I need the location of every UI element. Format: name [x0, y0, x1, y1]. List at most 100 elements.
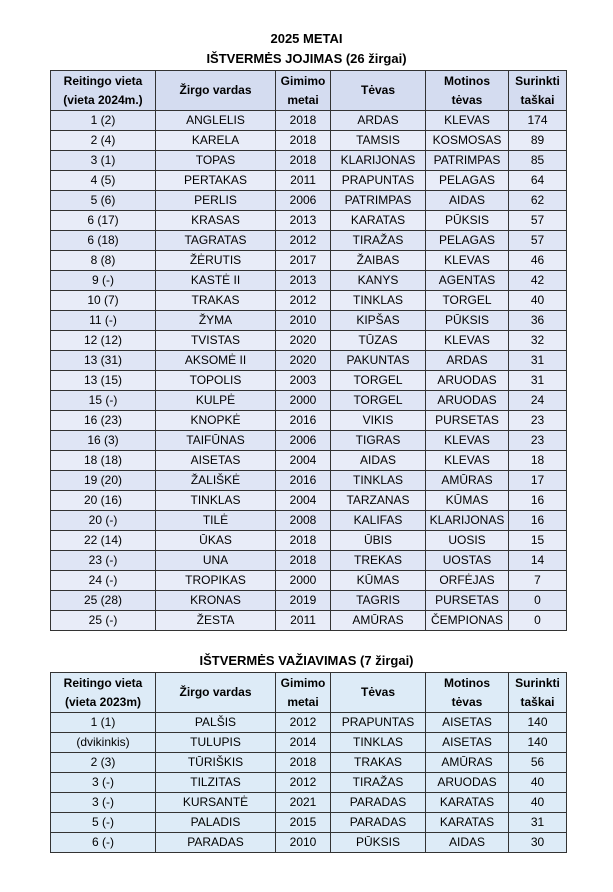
- table-cell: 31: [508, 350, 567, 371]
- table-cell: 4 (5): [50, 170, 156, 191]
- table-cell: TRAKAS: [155, 290, 276, 311]
- table-cell: 2012: [275, 712, 331, 733]
- table-cell: 2016: [275, 410, 331, 431]
- table-cell: 2011: [275, 170, 331, 191]
- table-cell: 2006: [275, 430, 331, 451]
- table-cell: 15 (-): [50, 390, 156, 411]
- table-cell: 2 (3): [50, 752, 156, 773]
- header-line: Motinos: [444, 73, 490, 88]
- table-cell: 6 (-): [50, 832, 156, 853]
- table-cell: KASTĖ II: [155, 270, 276, 291]
- table-cell: 31: [508, 370, 567, 391]
- table-cell: 9 (-): [50, 270, 156, 291]
- table-cell: 2018: [275, 110, 331, 131]
- column-header: Surinkti taškai: [508, 70, 567, 111]
- table-cell: ČEMPIONAS: [425, 610, 509, 631]
- table-cell: TIRAŽAS: [330, 772, 426, 793]
- table-cell: TAIFŪNAS: [155, 430, 276, 451]
- table-cell: 2000: [275, 390, 331, 411]
- table-row: 19 (20) ŽALIŠKĖ 2016 TINKLAS AMŪRAS 17: [50, 470, 567, 491]
- table-cell: PALADIS: [155, 812, 276, 833]
- table-row: 1 (2) ANGLELIS 2018 ARDAS KLEVAS 174: [50, 110, 567, 131]
- table-cell: 64: [508, 170, 567, 191]
- table-cell: ORFĖJAS: [425, 570, 509, 591]
- table-row: (dvikinkis) TULUPIS 2014 TINKLAS AISETAS 140: [50, 732, 567, 753]
- table-row: 13 (31) AKSOMĖ II 2020 PAKUNTAS ARDAS 31: [50, 350, 567, 371]
- table-cell: 18: [508, 450, 567, 471]
- table-cell: 14: [508, 550, 567, 571]
- table-cell: 32: [508, 330, 567, 351]
- table-cell: 18 (18): [50, 450, 156, 471]
- table-cell: 2016: [275, 470, 331, 491]
- table-cell: PALŠIS: [155, 712, 276, 733]
- table-cell: 3 (-): [50, 772, 156, 793]
- page-title: 2025 METAI: [270, 31, 343, 46]
- table-row: 3 (-) KURSANTĖ 2021 PARADAS KARATAS 40: [50, 792, 567, 813]
- table-cell: 7: [508, 570, 567, 591]
- table-cell: KIPŠAS: [330, 310, 426, 331]
- table-cell: TAGRIS: [330, 590, 426, 611]
- table-cell: 40: [508, 792, 567, 813]
- table-cell: KŪMAS: [330, 570, 426, 591]
- table-cell: 2008: [275, 510, 331, 531]
- header-line: Gimimo: [280, 73, 326, 88]
- table-cell: PŪKSIS: [330, 832, 426, 853]
- table-cell: TARZANAS: [330, 490, 426, 511]
- table-row: 6 (18) TAGRATAS 2012 TIRAŽAS PELAGAS 57: [50, 230, 567, 251]
- table-cell: 89: [508, 130, 567, 151]
- table-cell: TREKAS: [330, 550, 426, 571]
- column-header: Gimimo metai: [275, 70, 331, 111]
- table-row: 2 (4) KARELA 2018 TAMSIS KOSMOSAS 89: [50, 130, 567, 151]
- table-cell: AISETAS: [425, 712, 509, 733]
- table-cell: 140: [508, 732, 567, 753]
- table-cell: UOSTAS: [425, 550, 509, 571]
- column-header: Surinkti taškai: [508, 672, 567, 713]
- table-cell: 2021: [275, 792, 331, 813]
- table-cell: 2019: [275, 590, 331, 611]
- table-cell: TOPAS: [155, 150, 276, 171]
- table-cell: 2018: [275, 752, 331, 773]
- table-cell: KOSMOSAS: [425, 130, 509, 151]
- column-header: Motinos tėvas: [425, 672, 509, 713]
- table-cell: TROPIKAS: [155, 570, 276, 591]
- table-cell: 140: [508, 712, 567, 733]
- table-cell: 2018: [275, 530, 331, 551]
- table-cell: PERTAKAS: [155, 170, 276, 191]
- table-cell: 1 (2): [50, 110, 156, 131]
- table-cell: TINKLAS: [155, 490, 276, 511]
- table-cell: PURSETAS: [425, 590, 509, 611]
- table-cell: 62: [508, 190, 567, 211]
- table-cell: 2010: [275, 832, 331, 853]
- table-cell: KŪMAS: [425, 490, 509, 511]
- table-cell: 11 (-): [50, 310, 156, 331]
- header-line: tėvas: [451, 92, 483, 107]
- header-line: metai: [287, 694, 319, 709]
- header-line: Tėvas: [360, 685, 396, 699]
- table-cell: 25 (-): [50, 610, 156, 631]
- table-row: 4 (5) PERTAKAS 2011 PRAPUNTAS PELAGAS 64: [50, 170, 567, 191]
- table-cell: 2004: [275, 450, 331, 471]
- table-cell: TŪRIŠKIS: [155, 752, 276, 773]
- table-cell: TAGRATAS: [155, 230, 276, 251]
- table-cell: AIDAS: [330, 450, 426, 471]
- table-row: 12 (12) TVISTAS 2020 TŪZAS KLEVAS 32: [50, 330, 567, 351]
- table-row: 1 (1) PALŠIS 2012 PRAPUNTAS AISETAS 140: [50, 712, 567, 733]
- table-cell: AIDAS: [425, 832, 509, 853]
- header-line: (vieta 2023m): [64, 694, 142, 709]
- table-cell: 31: [508, 812, 567, 833]
- table-cell: 2018: [275, 150, 331, 171]
- table-cell: TILZITAS: [155, 772, 276, 793]
- table-row: 8 (8) ŽĖRUTIS 2017 ŽAIBAS KLEVAS 46: [50, 250, 567, 271]
- table-cell: 2012: [275, 230, 331, 251]
- table-cell: ARDAS: [425, 350, 509, 371]
- table-cell: 2012: [275, 772, 331, 793]
- table-cell: KLARIJONAS: [330, 150, 426, 171]
- table-cell: TVISTAS: [155, 330, 276, 351]
- table-cell: 24 (-): [50, 570, 156, 591]
- results-table: Reitingo vieta (vieta 2024m.) Žirgo vardas…: [50, 70, 567, 631]
- table-cell: PELAGAS: [425, 230, 509, 251]
- table-cell: ŪKAS: [155, 530, 276, 551]
- table-cell: 23: [508, 430, 567, 451]
- table-cell: 2018: [275, 130, 331, 151]
- table-cell: 85: [508, 150, 567, 171]
